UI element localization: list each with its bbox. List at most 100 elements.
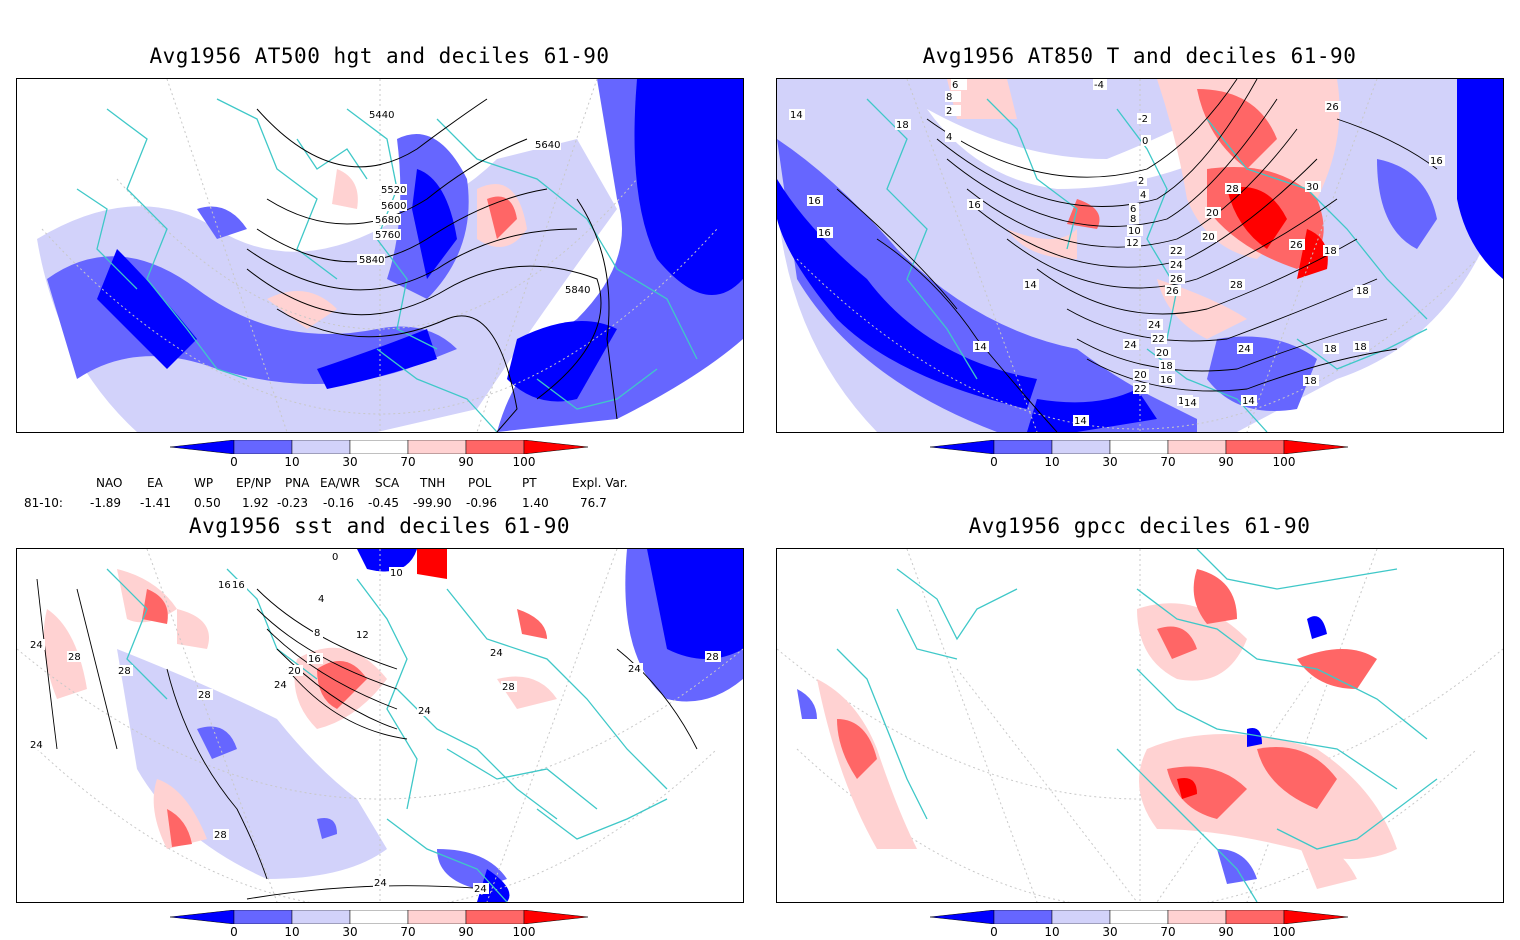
contour-label: 24 bbox=[474, 884, 487, 895]
contour-label: 24 bbox=[1124, 340, 1137, 351]
contour-label: 28 bbox=[68, 652, 81, 663]
colorbar-tick: 10 bbox=[1044, 925, 1060, 939]
map-gpcc-svg bbox=[777, 549, 1503, 902]
contour-label: 26 bbox=[1170, 274, 1183, 285]
index-header: EP/NP bbox=[236, 476, 272, 490]
colorbar-swatch bbox=[1051, 440, 1111, 454]
teleconnection-index-table: NAO EA WP EP/NP PNA EA/WR SCA TNH POL PT… bbox=[20, 474, 700, 514]
index-header: PT bbox=[522, 476, 537, 490]
colorbar-tick: 0 bbox=[230, 925, 238, 939]
contour-label: 24 bbox=[490, 648, 503, 659]
colorbar-swatch bbox=[291, 910, 351, 924]
colorbar-swatch bbox=[233, 910, 293, 924]
colorbar-tick: 10 bbox=[284, 925, 300, 939]
colorbar-tick: 100 bbox=[512, 455, 536, 469]
contour-label: 28 bbox=[502, 682, 515, 693]
map-gpcc bbox=[776, 548, 1504, 903]
contour-label: 18 bbox=[896, 120, 909, 131]
contour-label: 2 bbox=[1138, 176, 1144, 187]
index-value: -1.89 bbox=[90, 496, 122, 510]
contour-label: 8 bbox=[1130, 214, 1136, 225]
contour-label: 18 bbox=[1324, 344, 1337, 355]
contour-label: 18 bbox=[1160, 361, 1173, 372]
map-sst-svg: 24 28 28 28 28 24 24 24 24 24 28 24 28 1… bbox=[17, 549, 743, 902]
colorbar-swatch bbox=[233, 440, 293, 454]
contour-label: 24 bbox=[628, 664, 641, 675]
index-header: EA bbox=[147, 476, 163, 490]
colorbar-tick: 70 bbox=[400, 455, 416, 469]
contour-label: 5640 bbox=[535, 140, 560, 151]
colorbar-swatch bbox=[523, 440, 589, 454]
contour-label: 26 bbox=[1290, 240, 1303, 251]
contour-label: 14 bbox=[1074, 416, 1087, 427]
contour-label: 6 bbox=[952, 80, 958, 91]
contour-label: 24 bbox=[374, 878, 387, 889]
colorbar-tick: 70 bbox=[400, 925, 416, 939]
colorbar-tick: 0 bbox=[990, 925, 998, 939]
index-value: 1.40 bbox=[522, 496, 549, 510]
contour-label: 18 bbox=[1356, 286, 1369, 297]
contour-label: 16 bbox=[808, 196, 821, 207]
colorbar-tick: 10 bbox=[1044, 455, 1060, 469]
contour-label: 4 bbox=[318, 594, 324, 605]
contour-label: 20 bbox=[1202, 232, 1215, 243]
colorbar-swatch bbox=[1167, 440, 1227, 454]
colorbar-bottom-right: 0 10 30 70 90 100 bbox=[930, 910, 1350, 940]
colorbar-tick: 100 bbox=[512, 925, 536, 939]
colorbar-swatch bbox=[930, 440, 995, 454]
contour-label: 5760 bbox=[375, 230, 400, 241]
index-row-label: 81-10: bbox=[24, 496, 63, 510]
map-sst: 24 28 28 28 28 24 24 24 24 24 28 24 28 1… bbox=[16, 548, 744, 903]
colorbar-top-right-swatches bbox=[930, 440, 1349, 454]
colorbar-tick: 90 bbox=[1218, 925, 1234, 939]
colorbar-swatch bbox=[1283, 910, 1349, 924]
colorbar-swatch bbox=[170, 910, 235, 924]
contour-label: 24 bbox=[30, 640, 43, 651]
colorbar-swatch bbox=[1167, 910, 1227, 924]
contour-label: 20 bbox=[1156, 348, 1169, 359]
contour-label: 22 bbox=[1170, 246, 1183, 257]
index-value: -1.41 bbox=[140, 496, 172, 510]
contour-label: 16 bbox=[218, 580, 231, 591]
contour-label: 16 bbox=[968, 200, 981, 211]
contour-label: 24 bbox=[418, 706, 431, 717]
contour-label: 20 bbox=[288, 666, 301, 677]
map-t850-svg: 14 18 16 16 14 14 14 14 16 18 20 22 24 2… bbox=[777, 79, 1503, 432]
contour-label: 5840 bbox=[359, 255, 384, 266]
contour-label: 16 bbox=[818, 228, 831, 239]
contour-label: 22 bbox=[1134, 384, 1147, 395]
colorbar-swatch bbox=[1051, 910, 1111, 924]
index-value: 1.92 bbox=[242, 496, 269, 510]
map-hgt: 5440 5520 5600 5680 5760 5840 5640 5840 bbox=[16, 78, 744, 433]
colorbar-swatch bbox=[465, 440, 525, 454]
contour-label: 16 bbox=[308, 654, 321, 665]
contour-label: 14 bbox=[790, 110, 803, 121]
contour-label: 0 bbox=[332, 552, 338, 563]
contour-label: 5680 bbox=[375, 215, 400, 226]
colorbar-tick: 30 bbox=[1102, 925, 1118, 939]
colorbar-swatch bbox=[349, 440, 409, 454]
map-hgt-svg: 5440 5520 5600 5680 5760 5840 5640 5840 bbox=[17, 79, 743, 432]
contour-label: 14 bbox=[1024, 280, 1037, 291]
colorbar-swatch bbox=[465, 910, 525, 924]
contour-label: 18 bbox=[1324, 246, 1337, 257]
contour-label: 18 bbox=[1304, 376, 1317, 387]
colorbar-swatch bbox=[407, 440, 467, 454]
contour-label: 24 bbox=[1238, 344, 1251, 355]
index-header: TNH bbox=[420, 476, 446, 490]
index-value: -0.45 bbox=[368, 496, 400, 510]
colorbar-tick: 0 bbox=[230, 455, 238, 469]
contour-label: 26 bbox=[1166, 286, 1179, 297]
contour-label: 16 bbox=[1160, 375, 1173, 386]
index-value: -0.96 bbox=[466, 496, 498, 510]
contour-label: 24 bbox=[1148, 320, 1161, 331]
colorbar-swatch bbox=[291, 440, 351, 454]
index-header: EA/WR bbox=[320, 476, 361, 490]
index-header: PNA bbox=[285, 476, 310, 490]
contour-label: 28 bbox=[706, 652, 719, 663]
colorbar-swatch bbox=[1283, 440, 1349, 454]
colorbar-tick: 90 bbox=[458, 925, 474, 939]
colorbar-tick: 30 bbox=[1102, 455, 1118, 469]
contour-label: 28 bbox=[198, 690, 211, 701]
colorbar-swatch bbox=[407, 910, 467, 924]
